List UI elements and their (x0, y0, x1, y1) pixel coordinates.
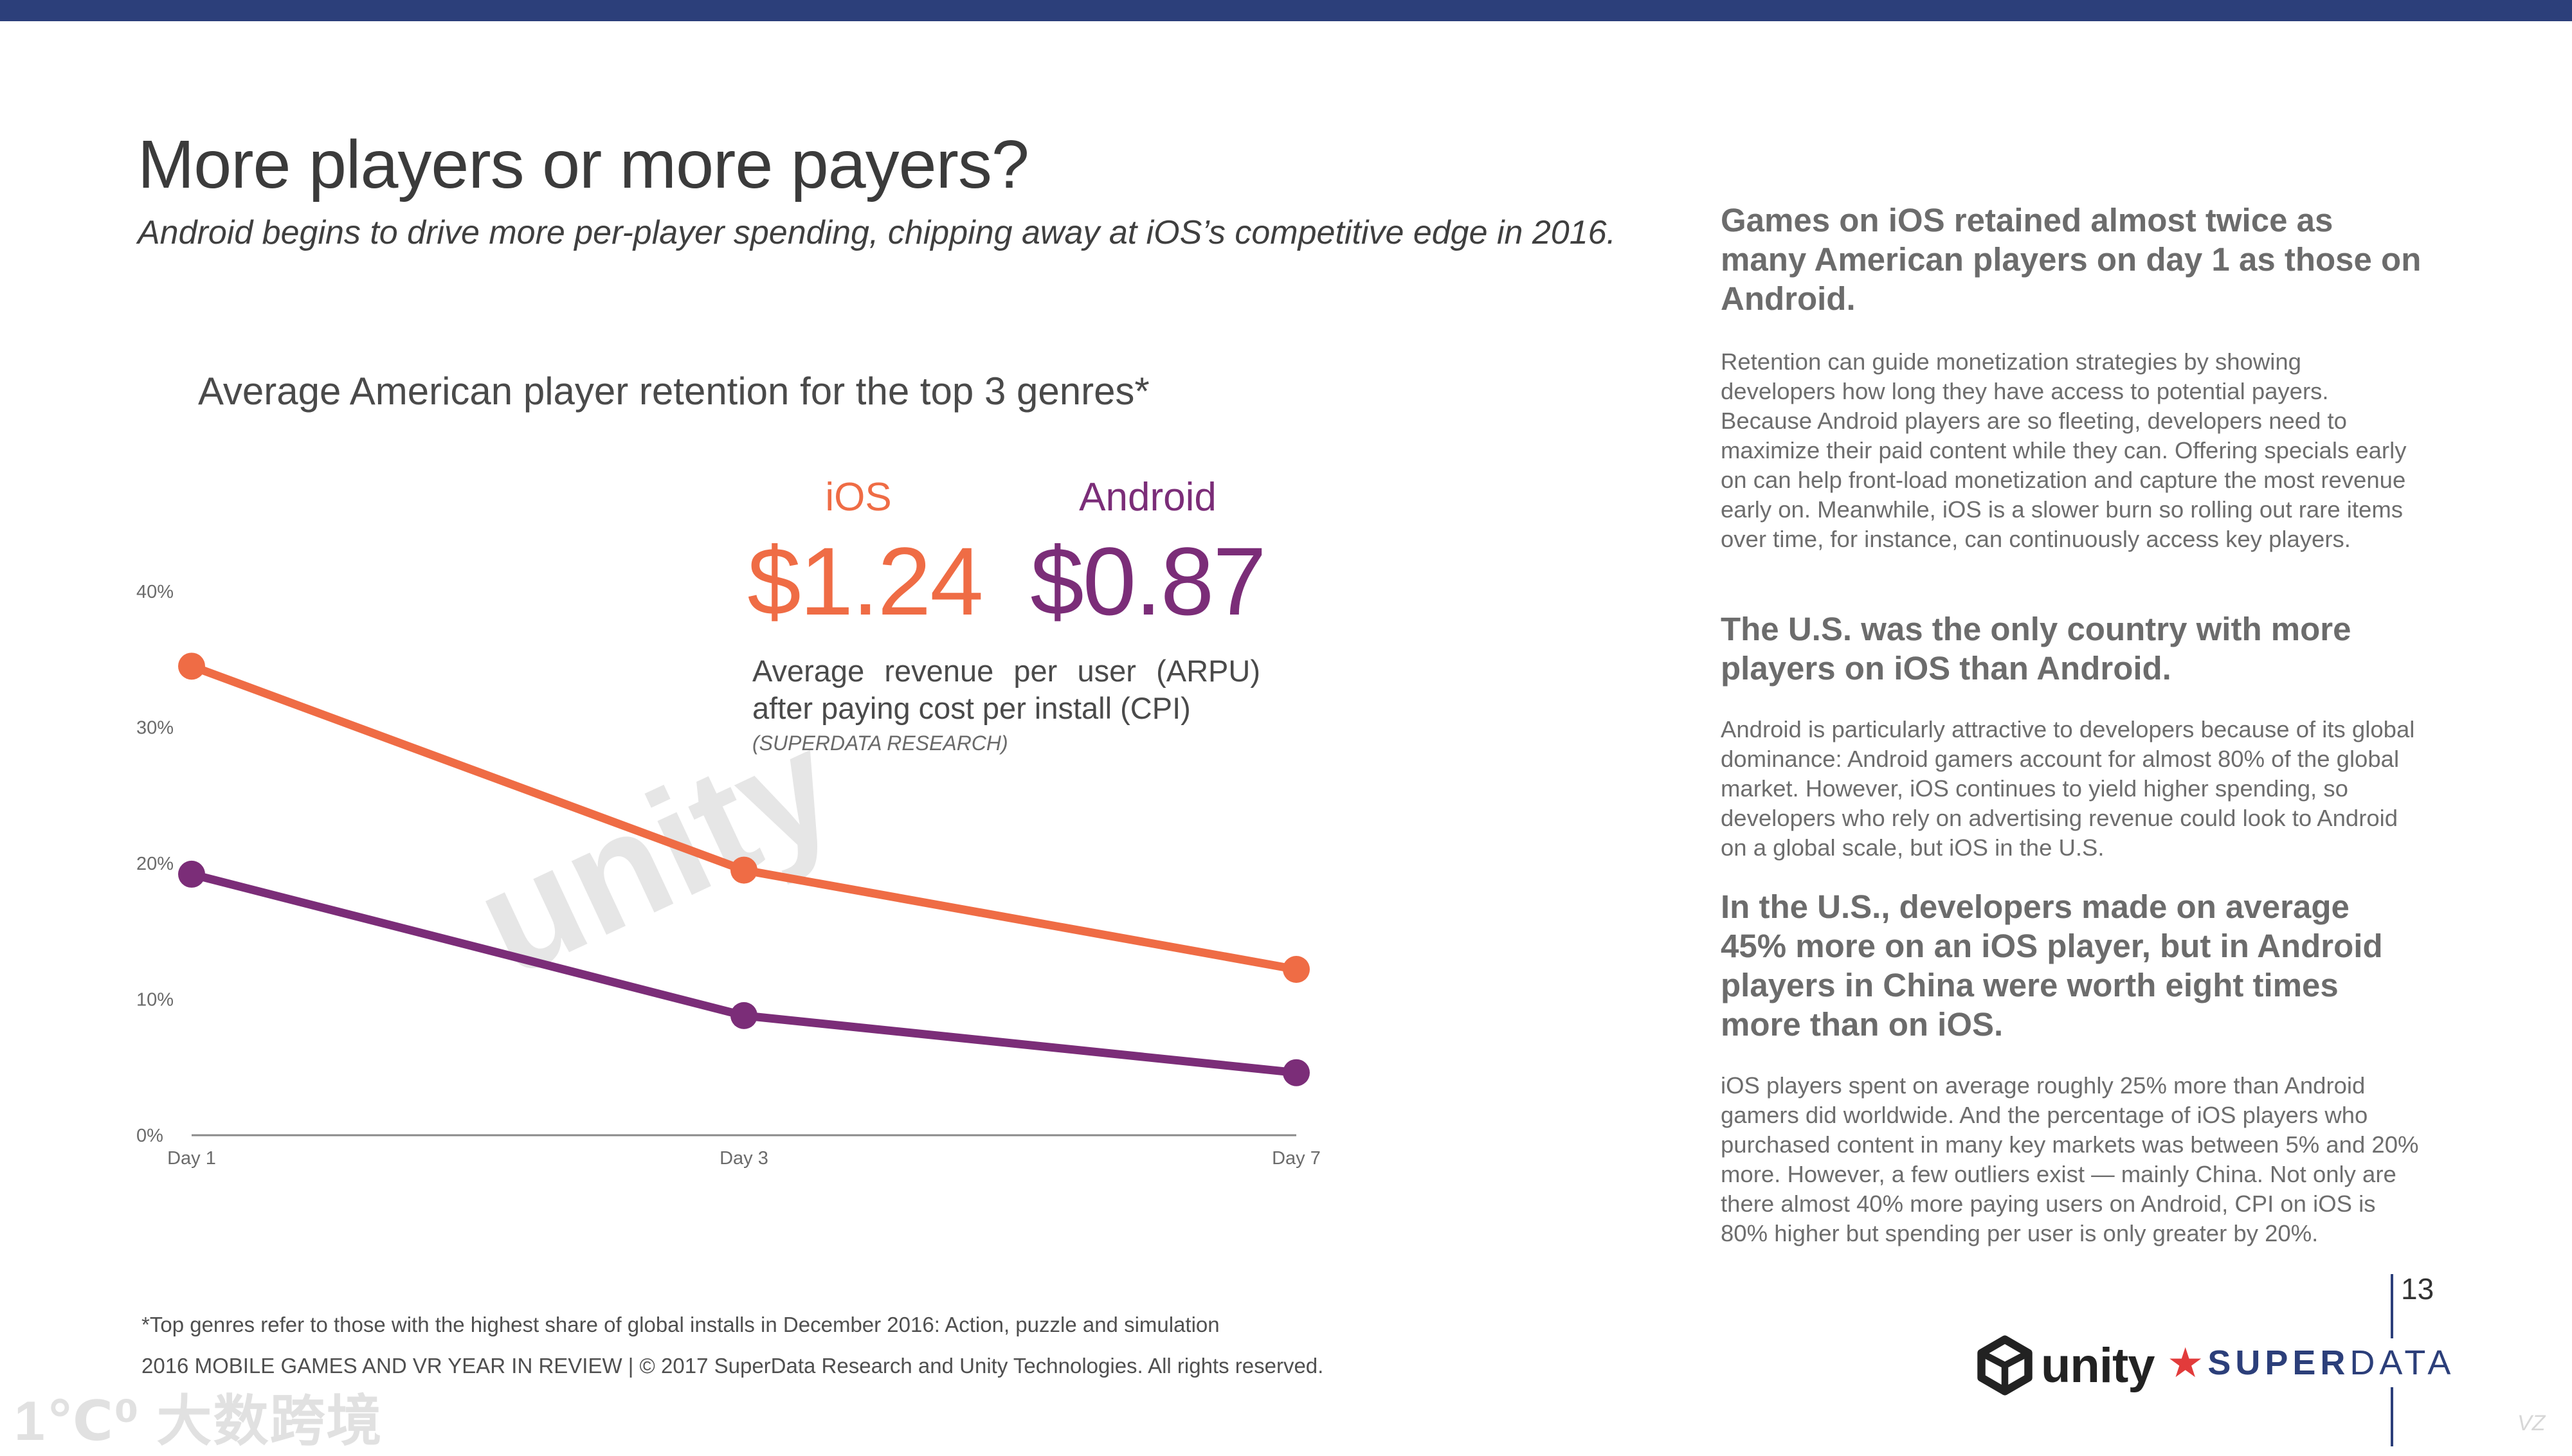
chart-title: Average American player retention for th… (198, 370, 1150, 413)
x-tick-label: Day 3 (720, 1148, 768, 1169)
retention-chart: 0% 10% 20% 30% 40% Day 1 Day 3 Day 7 (136, 582, 1321, 1169)
y-tick-label: 30% (136, 718, 174, 739)
unity-logo: unity (1974, 1335, 2155, 1396)
page-divider-bottom (2391, 1387, 2393, 1446)
data-point-ios (1283, 955, 1310, 983)
corner-watermark: 1℃⁰ 大数跨境 (14, 1390, 383, 1452)
page-subtitle: Android begins to drive more per-player … (138, 214, 1616, 251)
unity-cube-icon (1977, 1335, 2033, 1396)
sidebar-body-1: Retention can guide monetization strateg… (1721, 348, 2407, 552)
copyright-footer: 2016 MOBILE GAMES AND VR YEAR IN REVIEW … (141, 1354, 1324, 1378)
page-title: More players or more payers? (138, 127, 1029, 202)
arpu-ios-value: $1.24 (747, 527, 983, 635)
superdata-logo-text-data: DATA (2350, 1344, 2456, 1382)
y-tick-label: 20% (136, 854, 174, 874)
corner-mark: VZ (2517, 1411, 2546, 1435)
sidebar-heading-3: In the U.S., developers made on average … (1721, 888, 2383, 1043)
sidebar-body-1-wrap: Retention can guide monetization strateg… (1721, 347, 2422, 554)
footnote: *Top genres refer to those with the high… (141, 1313, 1220, 1336)
arpu-android-label: Android (1079, 475, 1217, 519)
sidebar-section-1: Games on iOS retained almost twice as ma… (1721, 201, 2422, 318)
arpu-android-value: $0.87 (1030, 527, 1266, 635)
y-tick-label: 10% (136, 990, 174, 1011)
page-number: 13 (2401, 1272, 2434, 1306)
arpu-description: Average revenue per user (ARPU) after pa… (752, 654, 1260, 725)
arpu-source: (SUPERDATA RESEARCH) (752, 732, 1008, 755)
data-point-ios (730, 856, 757, 884)
x-tick-label: Day 1 (167, 1148, 216, 1169)
y-tick-label: 0% (136, 1126, 163, 1146)
sidebar-body-2-wrap: Android is particularly attractive to de… (1721, 715, 2422, 863)
series-line-android (187, 870, 1301, 1077)
data-point-android (730, 1002, 757, 1029)
superdata-logo-text-super: SUPER (2207, 1344, 2350, 1382)
sidebar-body-2: Android is particularly attractive to de… (1721, 716, 2415, 861)
top-accent-bar (0, 0, 2572, 21)
page-divider-top (2391, 1274, 2393, 1338)
sidebar-section-2: The U.S. was the only country with more … (1721, 609, 2422, 688)
sidebar-section-3: In the U.S., developers made on average … (1721, 887, 2422, 1044)
sidebar-body-3-wrap: iOS players spent on average roughly 25%… (1721, 1071, 2422, 1248)
x-tick-label: Day 7 (1272, 1148, 1321, 1169)
data-point-ios (178, 652, 205, 680)
sidebar-heading-1: Games on iOS retained almost twice as ma… (1721, 202, 2422, 317)
superdata-logo: ★ SUPER DATA (2167, 1342, 2455, 1383)
star-icon: ★ (2167, 1340, 2204, 1386)
data-point-android (178, 860, 205, 888)
arpu-ios-label: iOS (825, 475, 892, 519)
sidebar-body-3: iOS players spent on average roughly 25%… (1721, 1072, 2419, 1246)
sidebar-heading-2: The U.S. was the only country with more … (1721, 611, 2351, 687)
data-point-android (1283, 1059, 1310, 1086)
unity-logo-text: unity (2041, 1338, 2155, 1393)
y-tick-label: 40% (136, 582, 174, 602)
